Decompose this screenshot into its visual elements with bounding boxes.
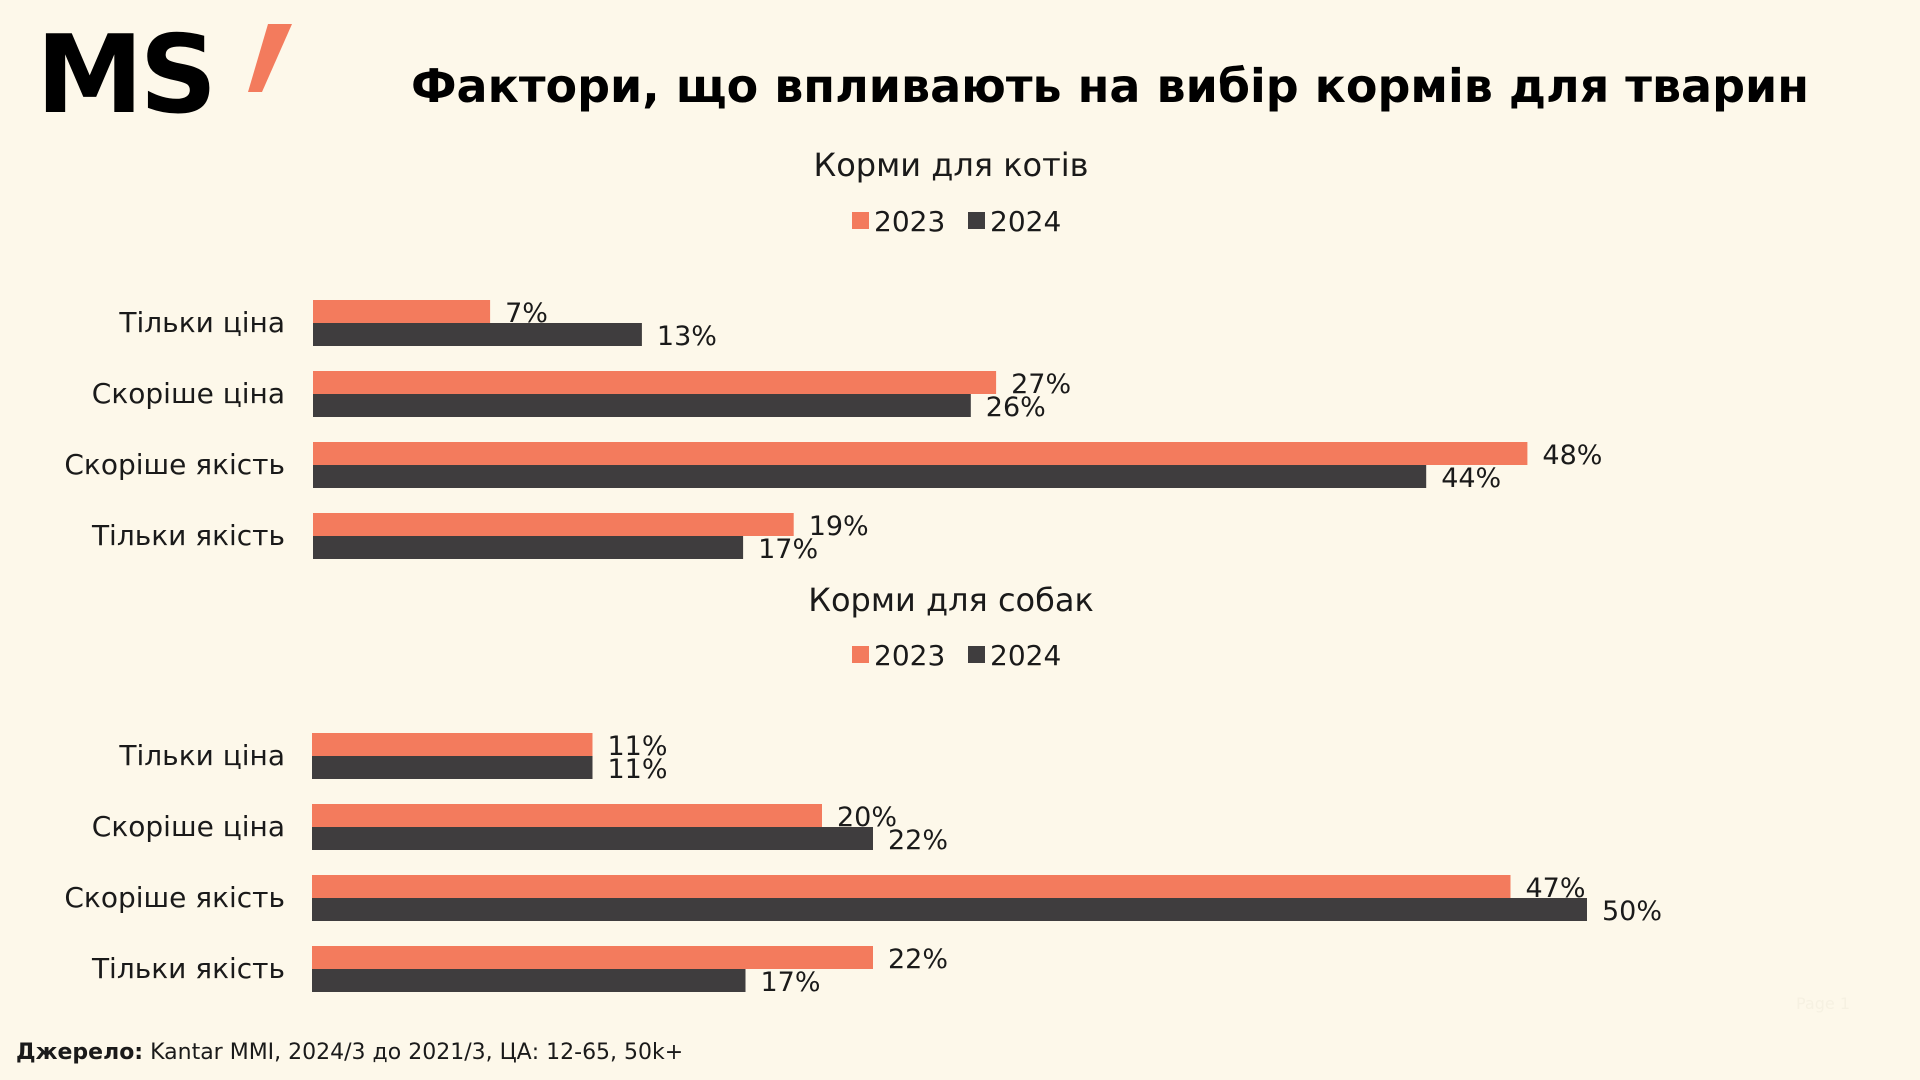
chart-2-title: Корми для собак bbox=[808, 581, 1094, 619]
chart-2-value-label-2023: 22% bbox=[888, 944, 948, 975]
chart-2-bar-2024 bbox=[312, 827, 873, 850]
chart-1-bar-2023 bbox=[313, 371, 997, 394]
chart-1-bar-2024 bbox=[313, 465, 1427, 488]
page-number: Page 1 bbox=[1796, 994, 1850, 1013]
brand-logo: MS bbox=[36, 22, 292, 130]
chart-1-value-label-2024: 17% bbox=[758, 534, 818, 565]
chart-1-bar-2023 bbox=[313, 513, 794, 536]
source-label: Джерело: bbox=[16, 1040, 144, 1065]
chart-2-category-label: Тільки ціна bbox=[118, 739, 285, 772]
chart-1-value-label-2023: 27% bbox=[1011, 369, 1071, 400]
source-text: Kantar MMI, 2024/3 до 2021/3, ЦА: 12-65,… bbox=[150, 1040, 684, 1065]
chart-1-value-label-2023: 19% bbox=[809, 511, 869, 542]
chart-2-bar-2023 bbox=[312, 733, 593, 756]
chart-1-legend-swatch-2023 bbox=[852, 212, 869, 229]
chart-2-value-label-2024: 22% bbox=[888, 825, 948, 856]
chart-1-category-label: Тільки ціна bbox=[118, 306, 285, 339]
chart-2-category-label: Скоріше ціна bbox=[92, 810, 285, 843]
chart-2-value-label-2024: 11% bbox=[608, 754, 668, 785]
chart-2-bar-2023 bbox=[312, 875, 1511, 898]
chart-1-value-label-2024: 13% bbox=[657, 321, 717, 352]
chart-1-value-label-2023: 48% bbox=[1542, 440, 1602, 471]
chart-2-value-label-2024: 17% bbox=[761, 967, 821, 998]
chart-2-category-label: Тільки якість bbox=[91, 952, 285, 985]
chart-2-bar-2024 bbox=[312, 898, 1587, 921]
chart-1-category-label: Тільки якість bbox=[91, 519, 285, 552]
chart-1-bar-2023 bbox=[313, 300, 491, 323]
chart-1-bar-2024 bbox=[313, 323, 642, 346]
chart-2-bar-2024 bbox=[312, 969, 746, 992]
chart-1-category-label: Скоріше ціна bbox=[92, 377, 285, 410]
chart-2-value-label-2023: 11% bbox=[608, 731, 668, 762]
chart-1-legend-swatch-2024 bbox=[968, 212, 985, 229]
chart-2-value-label-2024: 50% bbox=[1602, 896, 1662, 927]
source-note: Джерело: Kantar MMI, 2024/3 до 2021/3, Ц… bbox=[16, 1040, 683, 1065]
chart-1-value-label-2024: 26% bbox=[986, 392, 1046, 423]
chart-2-bar-2023 bbox=[312, 804, 822, 827]
chart-1-value-label-2024: 44% bbox=[1441, 463, 1501, 494]
chart-1-bar-2024 bbox=[313, 394, 971, 417]
logo-text: MS bbox=[36, 13, 217, 138]
page-title: Фактори, що впливають на вибір кормів дл… bbox=[410, 59, 1810, 113]
chart-1-category-label: Скоріше якість bbox=[64, 448, 285, 481]
chart-2-bar-2023 bbox=[312, 946, 873, 969]
chart-2-legend-swatch-2024 bbox=[968, 646, 985, 663]
chart-2-legend-swatch-2023 bbox=[852, 646, 869, 663]
chart-2-bar-2024 bbox=[312, 756, 593, 779]
chart-1-title: Корми для котів bbox=[813, 146, 1088, 184]
chart-1-legend-label-2023: 2023 bbox=[874, 205, 945, 238]
chart-1-bar-2024 bbox=[313, 536, 744, 559]
chart-1-bar-2023 bbox=[313, 442, 1528, 465]
chart-2-legend-label-2024: 2024 bbox=[990, 639, 1061, 672]
chart-1-legend-label-2024: 2024 bbox=[990, 205, 1061, 238]
chart-2-category-label: Скоріше якість bbox=[64, 881, 285, 914]
chart-2-legend-label-2023: 2023 bbox=[874, 639, 945, 672]
